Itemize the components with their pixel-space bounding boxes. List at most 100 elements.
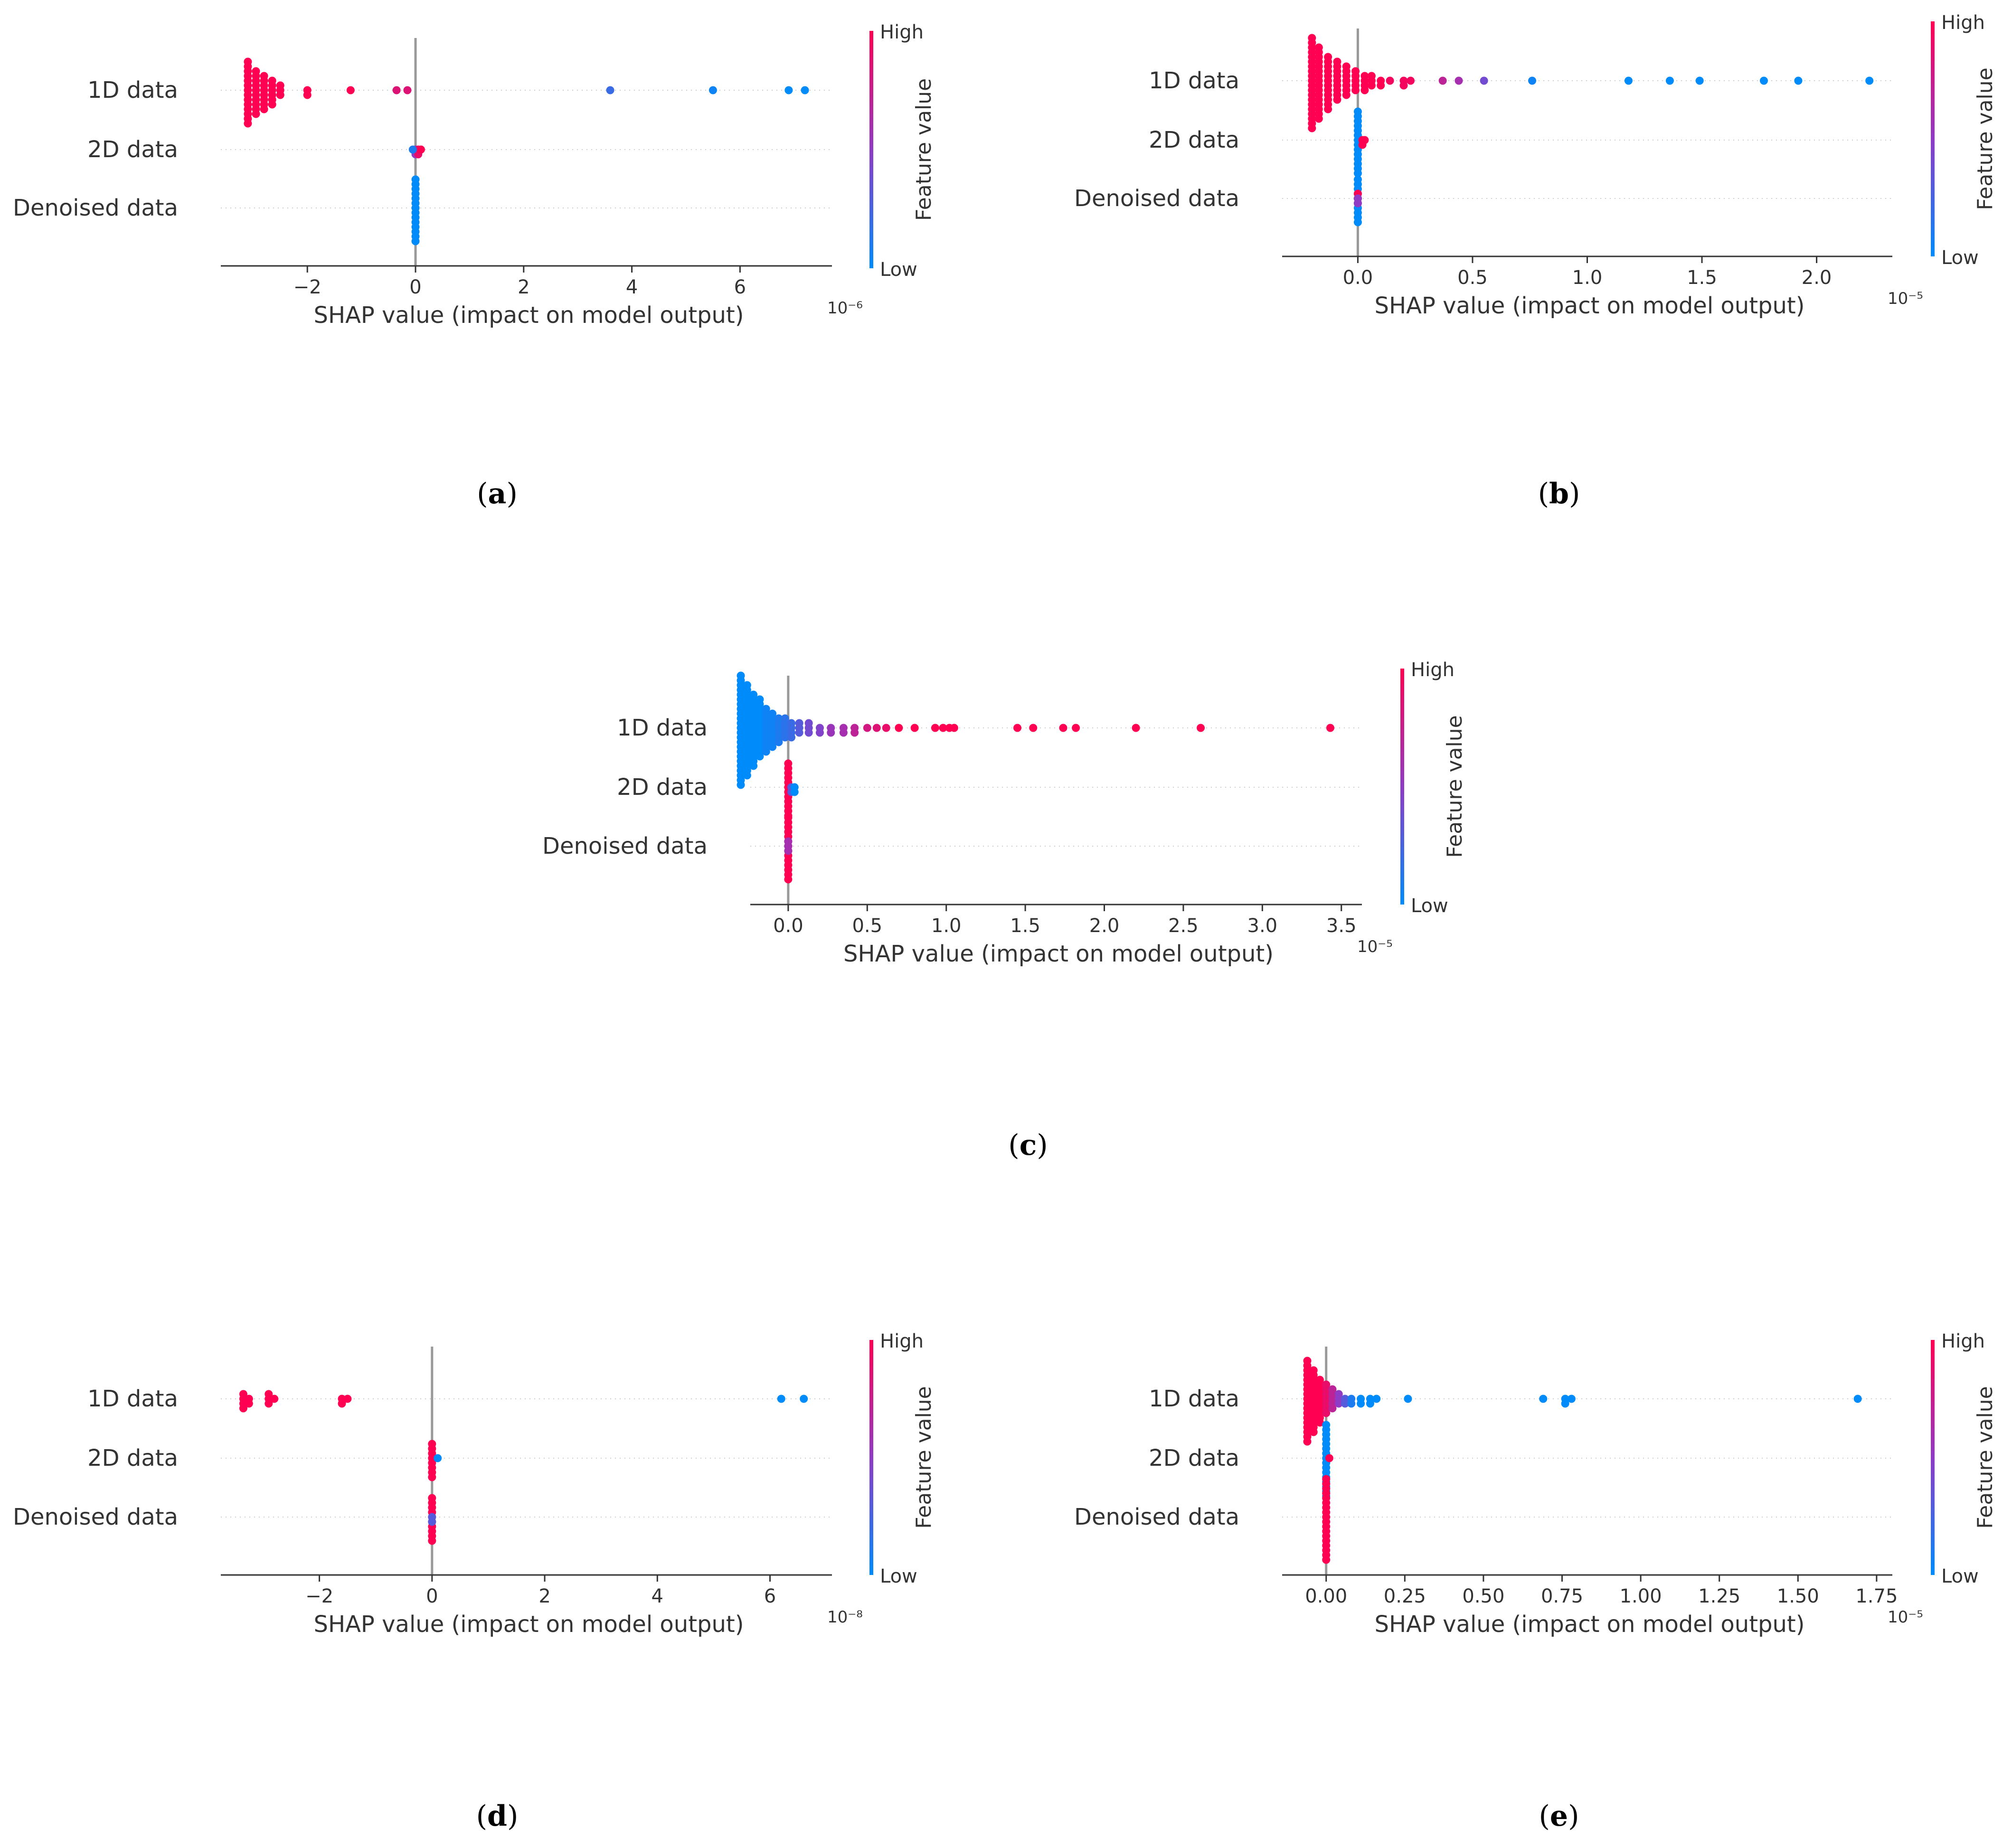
point-1d-data-26-0: [1059, 724, 1067, 732]
x-tick-label: 4: [626, 276, 638, 298]
x-tick-label: 2.0: [1802, 267, 1832, 289]
colorbar: [869, 31, 873, 268]
point-denoised-data-0-8: [1353, 175, 1362, 184]
point-1d-data-12-0: [801, 86, 809, 94]
point-1d-data-9-1: [795, 728, 803, 737]
feature-label: Denoised data: [542, 833, 708, 859]
x-axis-label: SHAP value (impact on model output): [1375, 292, 1805, 319]
x-tick-label: 2: [538, 1585, 550, 1607]
point-1d-data-4-3: [1328, 1404, 1337, 1413]
colorbar: [1931, 1340, 1935, 1575]
colorbar-low-label: Low: [1941, 1565, 1979, 1587]
x-tick-label: −2: [293, 276, 321, 298]
x-tick-label: 1.0: [1572, 267, 1603, 289]
feature-label: Denoised data: [1074, 1504, 1239, 1530]
point-1d-data-4-9: [762, 747, 770, 756]
x-tick-label: 0.0: [1343, 267, 1373, 289]
point-1d-data-11-0: [784, 86, 793, 94]
point-1d-data-0-23: [737, 781, 745, 789]
point-1d-data-6-5: [775, 738, 783, 746]
x-axis-label: SHAP value (impact on model output): [314, 1611, 744, 1638]
colorbar-low-label: Low: [1941, 247, 1979, 269]
point-1d-data-7-4: [781, 714, 789, 723]
point-1d-data-13-0: [1455, 76, 1463, 85]
feature-label: 1D data: [87, 1386, 178, 1412]
point-1d-data-7-1: [1347, 1399, 1356, 1408]
point-1d-data-15-0: [1528, 76, 1537, 85]
point-1d-data-1-15: [1314, 114, 1323, 123]
colorbar-high-label: High: [880, 21, 924, 43]
point-1d-data-3-5: [268, 100, 276, 109]
point-1d-data-10-0: [1372, 1395, 1381, 1403]
x-axis-label: SHAP value (impact on model output): [843, 941, 1274, 967]
point-1d-data-0-19: [1308, 124, 1316, 132]
point-1d-data-30-0: [1326, 724, 1334, 732]
point-1d-data-4-5: [1342, 91, 1351, 99]
point-1d-data-14-0: [1480, 76, 1488, 85]
point-1d-data-28-0: [1132, 724, 1140, 732]
point-denoised-data-0-17: [1322, 1556, 1331, 1564]
point-1d-data-18-0: [895, 724, 903, 732]
panel-caption: (d): [476, 1800, 519, 1833]
point-denoised-data-1-2: [784, 837, 793, 846]
point-1d-data-10-1: [1399, 81, 1408, 90]
x-tick-label: 0: [409, 276, 421, 298]
point-2d-data-1-0: [1325, 1454, 1333, 1462]
x-axis-offset: 10⁻⁵: [1357, 937, 1393, 956]
point-denoised-data-0-8: [428, 1494, 436, 1502]
point-2d-data-0-10: [784, 759, 793, 768]
x-tick-label: 2.5: [1168, 915, 1199, 937]
point-1d-data-18-0: [1695, 76, 1704, 85]
point-1d-data-20-0: [931, 724, 939, 732]
point-1d-data-12-1: [827, 728, 835, 737]
point-1d-data-0-3: [239, 1404, 247, 1413]
point-1d-data-3-11: [756, 752, 764, 761]
feature-label: 2D data: [1149, 1445, 1239, 1471]
point-2d-data-0-13: [1353, 169, 1362, 178]
x-tick-label: 3.5: [1326, 915, 1357, 937]
feature-label: 2D data: [1149, 127, 1239, 153]
point-denoised-data-0-13: [411, 237, 420, 245]
point-1d-data-2-9: [1315, 1418, 1324, 1427]
panel-caption: (e): [1539, 1800, 1579, 1833]
point-1d-data-19-0: [1759, 76, 1768, 85]
point-1d-data-6-3: [1360, 86, 1369, 94]
chart-panel-d: 1D data 2D data Denoised data −2 0 2 4 6 SHAP va…: [13, 1330, 936, 1833]
point-1d-data-5-4: [1351, 67, 1360, 75]
colorbar: [1931, 21, 1935, 256]
x-tick-label: 6: [764, 1585, 776, 1607]
point-1d-data-6-0: [777, 1395, 785, 1403]
chart-panel-b: 1D data 2D data Denoised data 0.0 0.5 1.0 1.5 2…: [1074, 12, 1997, 510]
x-axis-label: SHAP value (impact on model output): [1375, 1611, 1805, 1638]
x-tick-label: 0: [426, 1585, 438, 1607]
point-1d-data-10-1: [804, 728, 813, 737]
point-denoised-data-0-12: [411, 175, 420, 184]
point-1d-data-0-2: [239, 1390, 247, 1398]
feature-label: 1D data: [617, 715, 708, 741]
point-1d-data-3-0: [270, 1395, 279, 1403]
point-2d-data-1-0: [434, 1454, 442, 1462]
point-1d-data-4-6: [1342, 62, 1351, 71]
point-1d-data-9-1: [1366, 1399, 1374, 1408]
point-1d-data-19-0: [910, 724, 919, 732]
point-1d-data-4-8: [762, 705, 770, 713]
x-axis-label: SHAP value (impact on model output): [314, 302, 744, 329]
point-1d-data-2-8: [1315, 1376, 1324, 1384]
point-1d-data-11-0: [1407, 76, 1415, 85]
feature-label: 1D data: [1149, 1386, 1239, 1412]
panel-caption-letter: d: [487, 1800, 507, 1833]
point-1d-data-6-1: [1341, 1399, 1349, 1408]
point-1d-data-8-0: [403, 86, 412, 94]
point-1d-data-27-0: [1072, 724, 1080, 732]
colorbar-high-label: High: [880, 1330, 924, 1352]
colorbar-high-label: High: [1941, 1330, 1985, 1352]
point-1d-data-6-4: [775, 714, 783, 723]
point-1d-data-14-1: [850, 728, 859, 737]
colorbar-title: Feature value: [1973, 1386, 1997, 1528]
point-denoised-data-0-9: [1353, 218, 1362, 226]
point-1d-data-16-0: [872, 724, 881, 732]
x-tick-label: 1.0: [931, 915, 962, 937]
point-1d-data-5-7: [768, 743, 777, 751]
x-axis-offset: 10⁻⁵: [1888, 289, 1923, 308]
point-1d-data-2-1: [264, 1399, 273, 1408]
